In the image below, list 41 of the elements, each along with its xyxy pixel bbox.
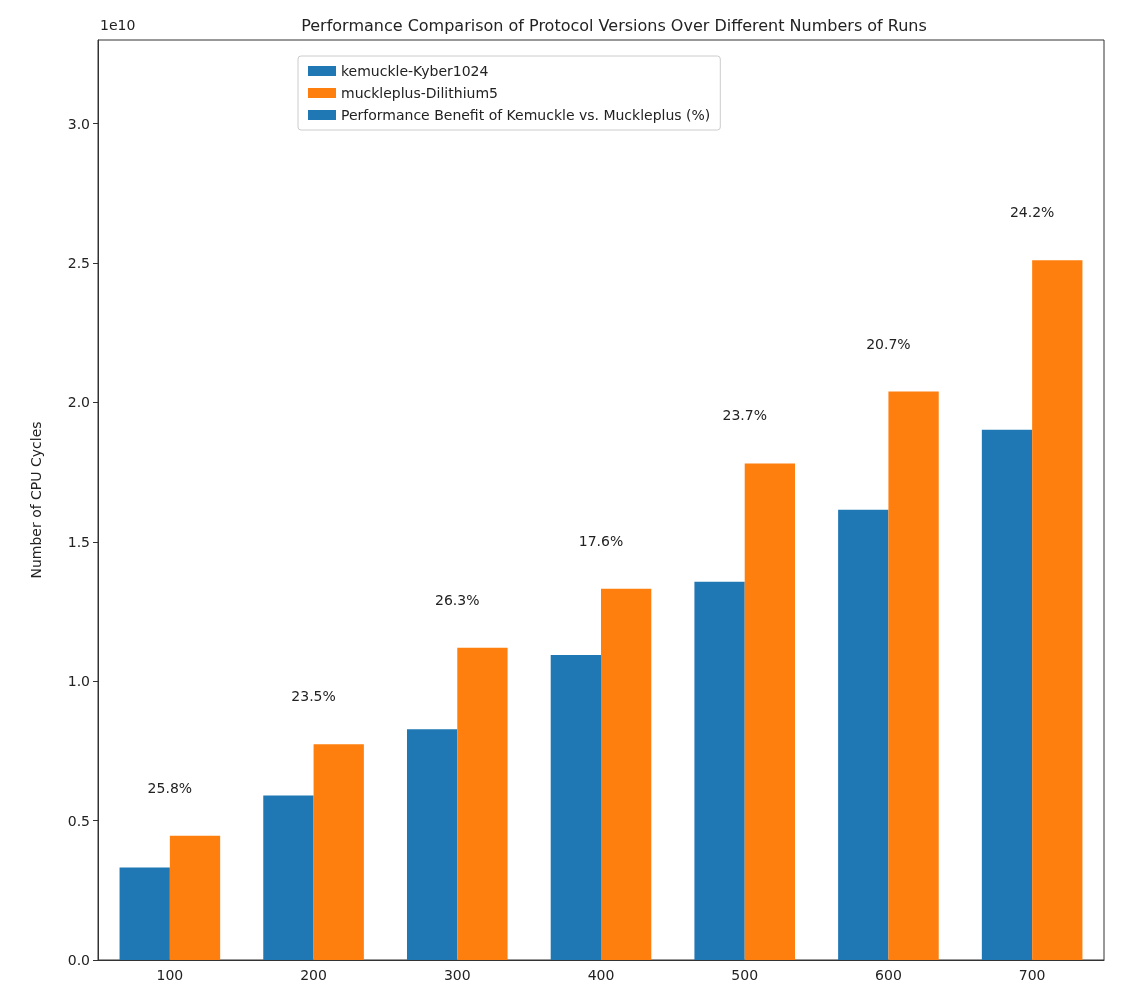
- bar: [406, 729, 458, 960]
- chart-title: Performance Comparison of Protocol Versions Over Different Numbers of Runs: [301, 15, 927, 35]
- annotation: 20.7%: [866, 335, 911, 352]
- annotation: 23.5%: [291, 688, 336, 705]
- bar: [601, 588, 652, 960]
- bar: [694, 581, 745, 960]
- bar: [1032, 260, 1083, 960]
- legend-label: Performance Benefit of Kemuckle vs. Muckleplus (%): [341, 107, 711, 123]
- bar: [263, 795, 314, 960]
- x-tick-label: 400: [587, 967, 615, 983]
- bar: [838, 509, 889, 960]
- y-tick-label: 1.0: [67, 673, 90, 690]
- bar: [550, 655, 601, 960]
- bar: [457, 647, 508, 960]
- y-tick-label: 2.0: [67, 394, 90, 411]
- x-tick-label: 200: [300, 967, 327, 983]
- annotation: 24.2%: [1009, 204, 1055, 221]
- x-tick-label: 500: [731, 967, 759, 983]
- y-axis-title: Number of CPU Cycles: [28, 421, 44, 579]
- y-tick-label: 3.0: [67, 115, 90, 132]
- bar: [744, 463, 796, 960]
- legend-label: muckleplus-Dilithium5: [341, 85, 498, 101]
- y-tick-label: 1.5: [67, 533, 90, 550]
- bar: [888, 391, 939, 960]
- x-tick-label: 300: [443, 967, 471, 983]
- y-tick-label: 0.5: [67, 812, 90, 829]
- annotation: 25.8%: [147, 779, 193, 796]
- x-tick-label: 700: [1018, 967, 1046, 983]
- x-tick-label: 100: [156, 967, 184, 983]
- y-tick-label: 0.0: [67, 952, 90, 968]
- legend-label: kemuckle-Kyber1024: [341, 63, 489, 79]
- bar: [313, 744, 364, 960]
- text: 1e10: [100, 17, 136, 33]
- bar: [981, 429, 1033, 960]
- x-tick-label: 600: [875, 967, 902, 983]
- bar: [119, 867, 170, 960]
- y-tick-label: 2.5: [67, 255, 90, 272]
- bar: [169, 835, 221, 960]
- annotation: 17.6%: [578, 532, 624, 549]
- annotation: 26.3%: [435, 591, 480, 608]
- annotation: 23.7%: [722, 407, 767, 424]
